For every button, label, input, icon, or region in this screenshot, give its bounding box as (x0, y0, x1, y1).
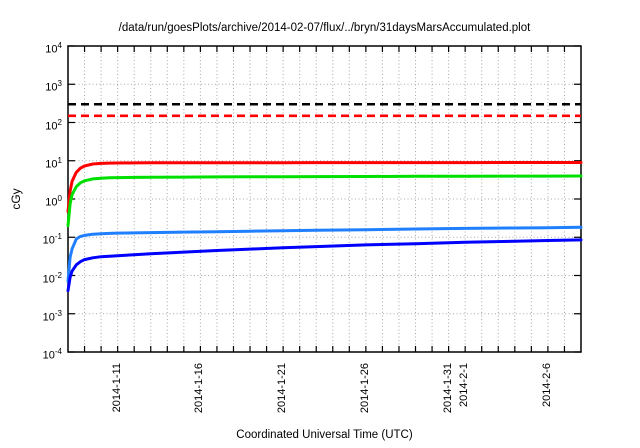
y-tick-label: 104 (45, 41, 62, 56)
x-tick-label: 2014-1-26 (359, 359, 373, 429)
x-tick-label-text: 2014-1-26 (358, 363, 371, 414)
y-tick-label: 103 (45, 79, 62, 94)
x-tick-label: 2014-1-11 (111, 359, 125, 429)
y-tick-label: 10-1 (42, 232, 62, 247)
y-tick-label: 10-2 (42, 270, 62, 286)
series-accumulated-dose-green (66, 174, 583, 228)
x-tick-label: 2014-1-16 (193, 359, 207, 429)
x-tick-label-text: 2014-1-11 (110, 363, 123, 413)
x-tick-label-text: 2014-1-31 (441, 363, 454, 414)
y-tick-label: 102 (45, 117, 62, 133)
x-tick-label: 2014-2-6 (541, 359, 555, 429)
series-accumulated-dose-red (66, 161, 583, 213)
y-tick-label: 10-3 (42, 308, 62, 324)
x-tick-label: 2014-1-21 (276, 359, 290, 429)
x-tick-label-text: 2014-1-21 (276, 363, 289, 414)
y-tick-label: 10-4 (42, 347, 62, 362)
x-axis-label: Coordinated Universal Time (UTC) (236, 429, 413, 441)
y-tick-label: 100 (45, 194, 62, 209)
series-accumulated-dose-skyblue (66, 225, 583, 283)
x-tick-label-text: 2014-2-1 (458, 363, 471, 408)
series-accumulated-dose-blue (66, 238, 583, 293)
plot-title: /data/run/goesPlots/archive/2014-02-07/f… (118, 22, 531, 34)
x-tick-label-text: 2014-2-6 (540, 363, 553, 408)
y-tick-label: 101 (45, 155, 62, 171)
x-tick-label-text: 2014-1-16 (193, 363, 206, 414)
x-tick-label: 2014-2-1 (458, 359, 472, 429)
x-tick-label: 2014-1-31 (442, 359, 456, 429)
